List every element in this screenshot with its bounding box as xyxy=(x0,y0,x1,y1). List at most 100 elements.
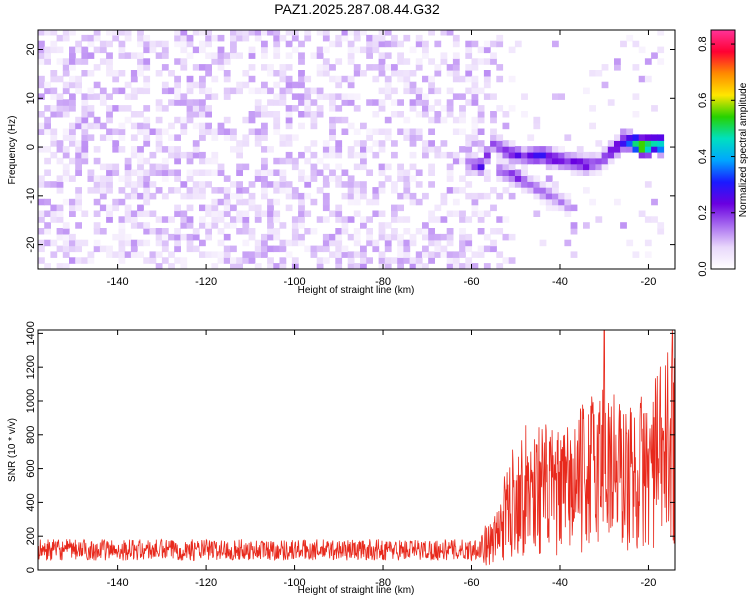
spectrogram-cell xyxy=(496,34,504,42)
spectrogram-cell xyxy=(329,99,336,106)
spectrogram-cell xyxy=(242,81,250,89)
spectrogram-cell xyxy=(347,30,355,36)
spectrogram-cell xyxy=(496,151,504,159)
spectrogram-y-label: Frequency (Hz) xyxy=(7,116,18,185)
spectrogram-cell xyxy=(403,81,411,89)
spectrogram-cell xyxy=(496,40,504,48)
spectrogram-cell xyxy=(161,192,169,200)
spectrogram-cell xyxy=(99,46,107,54)
spectrogram-cell xyxy=(44,87,51,95)
spectrogram-cell xyxy=(75,257,82,264)
spectrogram-cell xyxy=(137,87,144,95)
spectrogram-cell xyxy=(366,99,373,106)
spectrogram-cell xyxy=(230,134,237,141)
spectrogram-cell xyxy=(347,146,355,153)
spectrogram-cell xyxy=(298,111,305,118)
spectrogram-cell xyxy=(620,134,627,141)
spectrogram-cell xyxy=(137,70,144,77)
spectrogram-cell xyxy=(583,87,590,95)
spectrogram-cell xyxy=(384,245,392,253)
spectrogram-cell xyxy=(502,233,510,241)
spectrogram-cell xyxy=(347,122,355,130)
spectrogram-cell xyxy=(347,187,355,194)
spectrogram-cell xyxy=(626,239,634,247)
spectrogram-cell xyxy=(285,239,293,247)
spectrogram-cell xyxy=(471,204,479,212)
spectrogram-cell xyxy=(614,151,621,159)
spectrogram-cell xyxy=(291,233,299,241)
spectrogram-cell xyxy=(230,52,237,59)
spectrogram-cell xyxy=(62,128,70,135)
spectrogram-cell xyxy=(211,204,219,212)
spectrogram-cell xyxy=(56,46,64,54)
spectrogram-cell xyxy=(471,81,479,89)
spectrogram-cell xyxy=(291,216,299,223)
spectrogram-cell xyxy=(409,239,417,247)
spectrogram-cell xyxy=(168,146,175,153)
spectrogram-cell xyxy=(316,93,324,100)
spectrogram-cell xyxy=(112,75,120,83)
spectrogram-cell xyxy=(236,187,243,194)
spectrogram-cell xyxy=(366,169,373,176)
spectrogram-cell xyxy=(521,181,528,188)
spectrogram-cell xyxy=(261,111,268,118)
spectrogram-cell xyxy=(69,128,76,135)
spectrogram-cell xyxy=(477,87,485,95)
spectrogram-cell xyxy=(353,210,361,217)
spectrogram-cell xyxy=(56,204,64,212)
spectrogram-cell xyxy=(236,181,243,188)
spectrogram-cell xyxy=(329,93,336,100)
spectrogram-cell xyxy=(155,169,163,176)
spectrogram-cell xyxy=(465,46,473,54)
spectrogram-cell xyxy=(632,251,640,258)
spectrogram-cell xyxy=(124,192,132,200)
spectrogram-cell xyxy=(397,70,404,77)
spectrogram-cell xyxy=(335,257,343,264)
colorbar: 0.00.20.40.60.8 Normalized spectral ampl… xyxy=(697,29,749,277)
spectrogram-cell xyxy=(403,257,411,264)
spectrogram-cell xyxy=(378,233,386,241)
x-tick-label: -40 xyxy=(552,577,568,589)
spectrogram-cell xyxy=(298,122,305,130)
spectrogram-cell xyxy=(452,52,460,59)
spectrogram-cell xyxy=(508,75,516,83)
spectrogram-cell xyxy=(329,116,336,124)
spectrogram-cell xyxy=(223,233,231,241)
spectrogram-cell xyxy=(310,169,318,176)
spectrogram-cell xyxy=(298,58,305,65)
spectrogram-cell xyxy=(50,105,58,112)
spectrogram-cell xyxy=(50,70,58,77)
spectrogram-cell xyxy=(279,175,287,182)
spectrogram-cell xyxy=(161,228,169,235)
spectrogram-cell xyxy=(99,87,107,95)
spectrogram-cell xyxy=(44,169,51,176)
y-tick-label: 0 xyxy=(25,567,37,573)
spectrogram-cell xyxy=(564,157,572,165)
spectrogram-cell xyxy=(322,140,330,147)
spectrogram-cell xyxy=(304,87,312,95)
spectrogram-cell xyxy=(490,239,497,247)
spectrogram-cell xyxy=(38,245,45,253)
spectrogram-cell xyxy=(341,216,349,223)
spectrogram-cell xyxy=(533,192,541,200)
spectrogram-cell xyxy=(304,75,312,83)
spectrogram-cell xyxy=(360,245,367,253)
spectrogram-cell xyxy=(130,251,138,258)
spectrogram-cell xyxy=(415,257,423,264)
spectrogram-cell xyxy=(168,151,175,159)
spectrogram-cell xyxy=(403,34,411,42)
spectrogram-cell xyxy=(168,169,175,176)
spectrogram-cell xyxy=(62,245,70,253)
spectrogram-cell xyxy=(155,228,163,235)
spectrogram-cell xyxy=(143,34,151,42)
spectrogram-cell xyxy=(366,228,373,235)
spectrogram-cell xyxy=(118,233,126,241)
spectrogram-cell xyxy=(223,70,231,77)
spectrogram-cell xyxy=(545,146,553,153)
spectrogram-cell xyxy=(644,151,652,159)
spectrogram-cell xyxy=(391,216,398,223)
spectrogram-cell xyxy=(378,40,386,48)
spectrogram-cell xyxy=(174,245,181,253)
spectrogram-cell xyxy=(601,151,609,159)
spectrogram-cell xyxy=(199,169,206,176)
